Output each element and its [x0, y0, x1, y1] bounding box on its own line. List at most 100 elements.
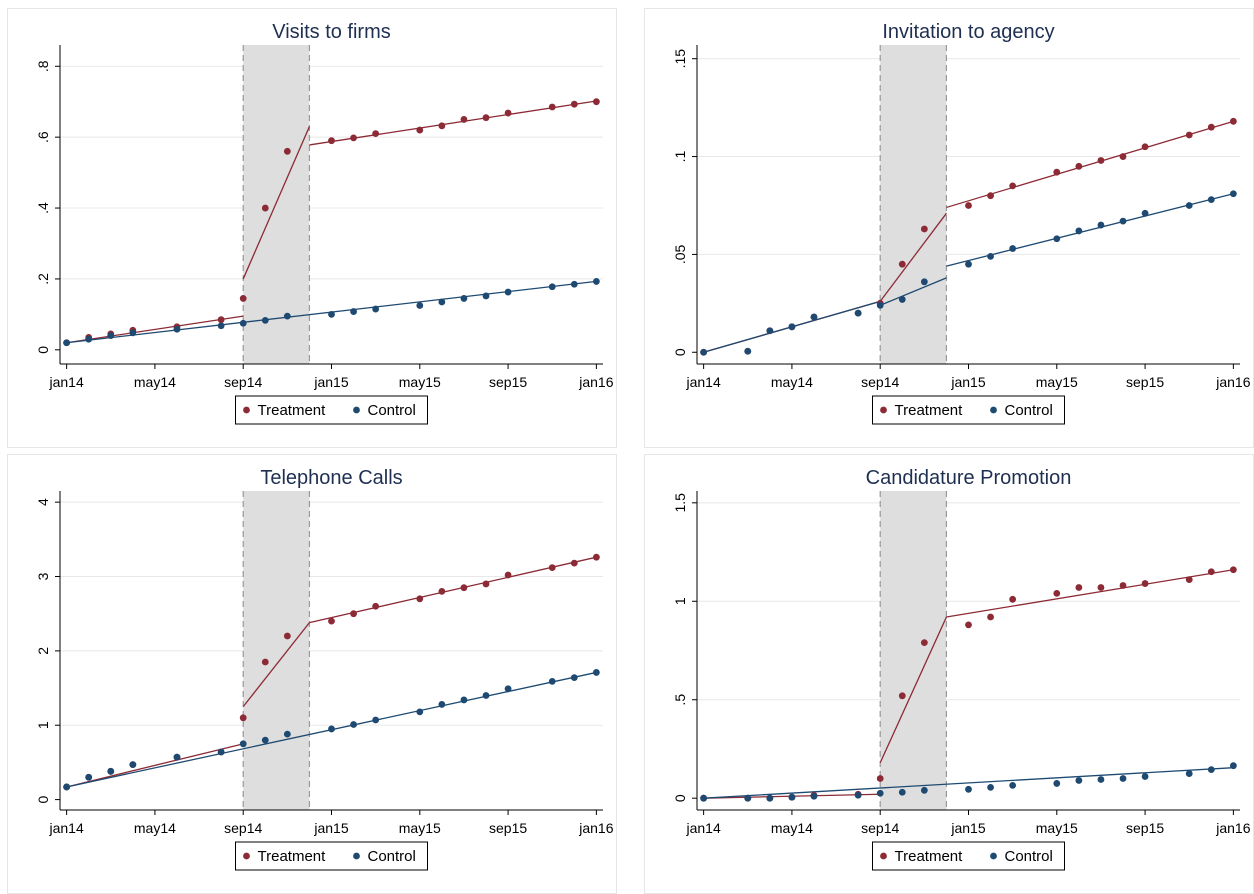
y-tick-label: .05 — [672, 244, 688, 264]
control-point — [548, 283, 556, 291]
treatment-point — [1009, 182, 1017, 190]
control-point — [876, 789, 884, 797]
control-point — [173, 753, 181, 761]
control-point — [438, 701, 446, 708]
control-point — [1229, 762, 1237, 770]
control-point — [1053, 780, 1061, 787]
control-point — [1097, 776, 1105, 783]
treatment-point — [1229, 566, 1237, 574]
treatment-point — [965, 202, 972, 209]
legend-box — [235, 395, 428, 425]
control-point — [239, 740, 247, 748]
legend-box — [235, 841, 428, 871]
control-point — [129, 761, 137, 769]
treatment-point — [239, 714, 247, 722]
control-point — [1075, 227, 1083, 235]
treatment-point — [1075, 584, 1083, 591]
x-tick-label: sep15 — [1126, 374, 1164, 390]
x-tick-label: sep14 — [224, 820, 262, 836]
chart-svg: Candidature Promotion 0 .5 1 1.5 jan14 may14 se… — [672, 467, 1251, 871]
x-tick-label: jan15 — [313, 820, 348, 836]
x-tick-label: jan14 — [685, 820, 720, 836]
panel-candidature-promotion: Candidature Promotion 0 .5 1 1.5 jan14 may14 se… — [644, 454, 1254, 894]
treatment-point — [898, 692, 906, 700]
control-point — [261, 736, 269, 744]
treatment-point — [328, 617, 335, 625]
x-tick-label: may14 — [771, 374, 813, 390]
treatment-point — [920, 225, 928, 233]
control-point — [328, 310, 335, 318]
control-point — [1229, 190, 1237, 198]
shaded-period — [243, 491, 310, 810]
treatment-point — [1229, 117, 1237, 125]
control-point — [744, 794, 752, 802]
y-tick-label: .15 — [672, 49, 688, 69]
treatment-point — [592, 553, 600, 561]
legend-treatment-marker — [243, 406, 250, 414]
control-point — [1185, 202, 1193, 209]
control-point — [416, 302, 424, 309]
control-point — [283, 312, 291, 320]
treatment-point — [372, 130, 380, 138]
treatment-point — [570, 100, 578, 108]
legend-treatment-label: Treatment — [895, 402, 964, 419]
control-point — [1053, 235, 1061, 243]
x-tick-label: may15 — [399, 374, 441, 390]
treatment-point — [592, 98, 600, 106]
treatment-fit-line — [66, 315, 244, 344]
control-point — [85, 773, 93, 781]
chart-title: Candidature Promotion — [866, 467, 1072, 489]
shaded-period — [880, 45, 947, 364]
control-point — [1119, 775, 1127, 782]
control-point — [1141, 209, 1149, 217]
treatment-point — [987, 613, 994, 621]
control-point — [1207, 766, 1215, 774]
y-tick-label: 0 — [35, 346, 51, 354]
treatment-point — [482, 114, 490, 122]
y-tick-label: 1.5 — [672, 493, 688, 513]
treatment-point — [372, 602, 380, 610]
x-tick-label: jan16 — [578, 820, 613, 836]
legend-control-label: Control — [368, 402, 416, 419]
treatment-point — [965, 621, 972, 629]
control-point — [504, 685, 512, 693]
treatment-fit-line — [242, 126, 311, 280]
control-point — [987, 783, 994, 791]
treatment-fit-line — [946, 569, 1234, 618]
control-point — [1207, 196, 1215, 204]
chart-svg: Visits to firms 0 .2 .4 .6 .8 jan14 may14 sep14 j… — [35, 21, 614, 425]
legend-treatment-marker — [880, 406, 887, 414]
legend-control-marker — [353, 852, 360, 860]
control-point — [438, 298, 446, 306]
y-tick-label: .6 — [35, 131, 51, 143]
y-tick-label: .8 — [35, 60, 51, 72]
treatment-point — [1119, 582, 1127, 589]
control-point — [350, 721, 357, 728]
x-tick-label: sep14 — [224, 374, 262, 390]
treatment-point — [1141, 580, 1149, 587]
legend-treatment-label: Treatment — [895, 848, 964, 865]
treatment-point — [1185, 576, 1193, 584]
treatment-point — [416, 126, 424, 134]
treatment-point — [920, 639, 928, 647]
treatment-fit-line — [242, 622, 310, 708]
legend-control-label: Control — [368, 848, 416, 865]
treatment-point — [1053, 168, 1061, 176]
control-point — [788, 323, 796, 331]
x-tick-label: jan16 — [578, 374, 613, 390]
treatment-point — [548, 103, 556, 111]
control-point — [283, 730, 291, 738]
treatment-point — [1141, 143, 1149, 151]
y-tick-label: 1 — [672, 597, 688, 605]
control-point — [766, 327, 774, 335]
treatment-point — [482, 580, 490, 588]
control-point — [460, 696, 468, 704]
x-tick-label: jan14 — [48, 374, 83, 390]
treatment-point — [1097, 157, 1105, 164]
treatment-point — [1097, 584, 1105, 591]
control-point — [482, 692, 490, 699]
treatment-point — [239, 295, 247, 302]
panel-invitation-to-agency: Invitation to agency 0 .05 .1 .15 jan14 may14 s… — [644, 8, 1254, 448]
y-tick-label: 0 — [672, 348, 688, 356]
control-point — [965, 260, 972, 268]
